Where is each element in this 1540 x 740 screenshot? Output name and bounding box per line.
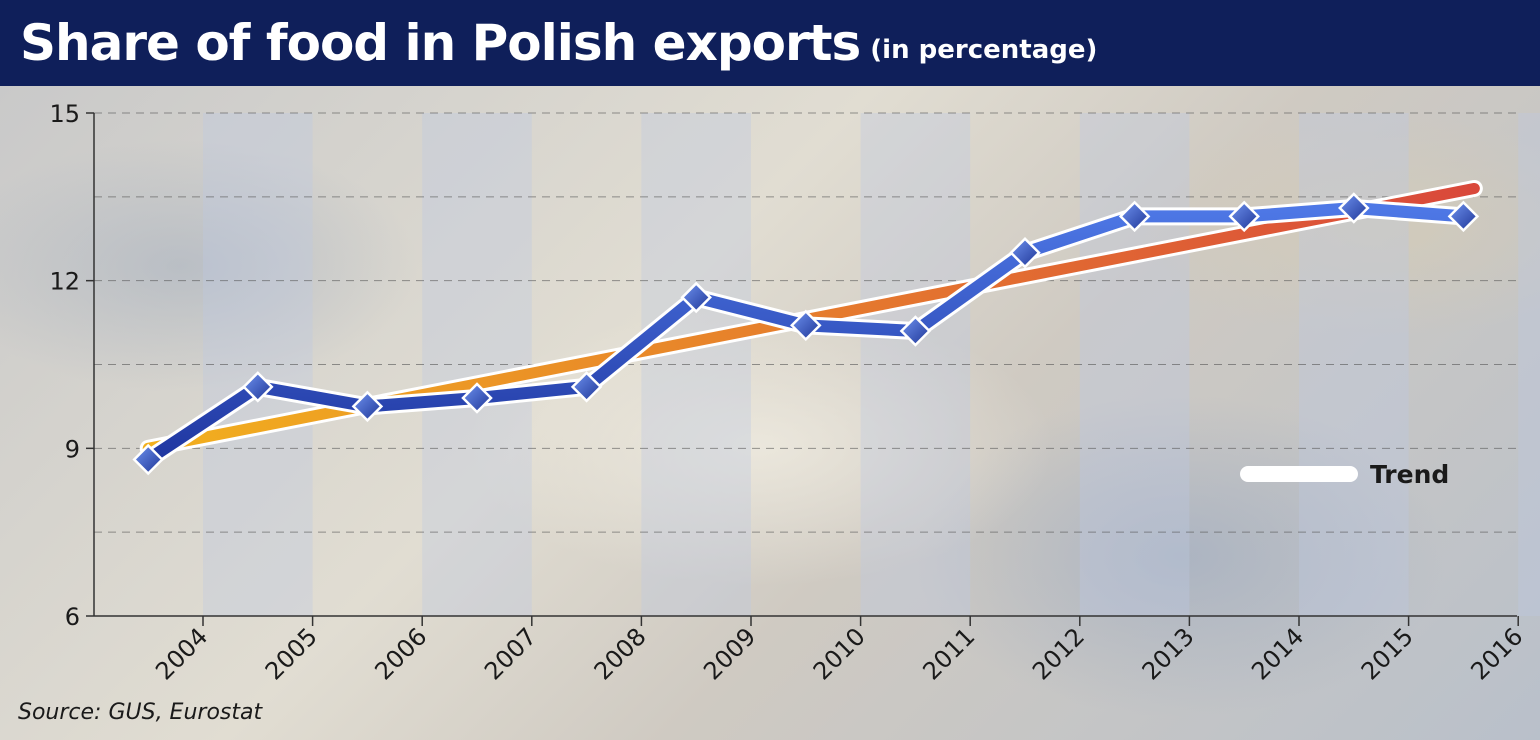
data-point	[790, 309, 822, 342]
x-tick-label: 2009	[698, 622, 761, 685]
x-tick-label: 2014	[1246, 622, 1309, 685]
y-tick-label: 6	[65, 603, 80, 631]
x-tick-label: 2006	[369, 622, 432, 685]
x-tick-label: 2004	[150, 622, 213, 685]
header-bar: Share of food in Polish exports (in perc…	[0, 0, 1540, 86]
data-point	[1118, 200, 1151, 233]
x-tick-label: 2010	[808, 622, 871, 685]
x-tick-label: 2008	[589, 622, 652, 685]
y-tick-label: 15	[49, 100, 80, 128]
data-point	[1009, 236, 1041, 269]
data-point	[1447, 200, 1480, 233]
y-tick-label: 9	[65, 435, 80, 463]
data-point	[132, 443, 164, 476]
data-point	[899, 315, 932, 347]
x-tick-label: 2013	[1137, 622, 1200, 685]
plot-band	[1518, 113, 1540, 616]
data-point	[680, 281, 712, 314]
data-point	[351, 390, 384, 423]
line-chart: 15 12 9 6 2004 2005 2006 2007 2008 2009 2010 2011 2…	[49, 100, 1540, 685]
x-tick-label: 2005	[260, 622, 323, 685]
x-tick-label: 2007	[479, 622, 542, 685]
data-point	[461, 382, 493, 414]
data-point	[242, 371, 274, 403]
legend-trend-label: Trend	[1370, 460, 1449, 489]
data-point	[1228, 200, 1260, 233]
y-tick-label: 12	[49, 268, 80, 296]
source-note: Source: GUS, Eurostat	[18, 700, 263, 725]
data-point	[570, 371, 603, 403]
x-tick-label: 2011	[917, 622, 980, 685]
chart-subtitle: (in percentage)	[870, 35, 1098, 65]
chart-title: Share of food in Polish exports	[20, 14, 861, 72]
x-tick-label: 2012	[1027, 622, 1090, 685]
x-tick-label: 2016	[1465, 622, 1528, 685]
x-tick-label: 2015	[1356, 622, 1419, 685]
chart-background	[0, 86, 1540, 740]
data-point	[1338, 192, 1370, 224]
